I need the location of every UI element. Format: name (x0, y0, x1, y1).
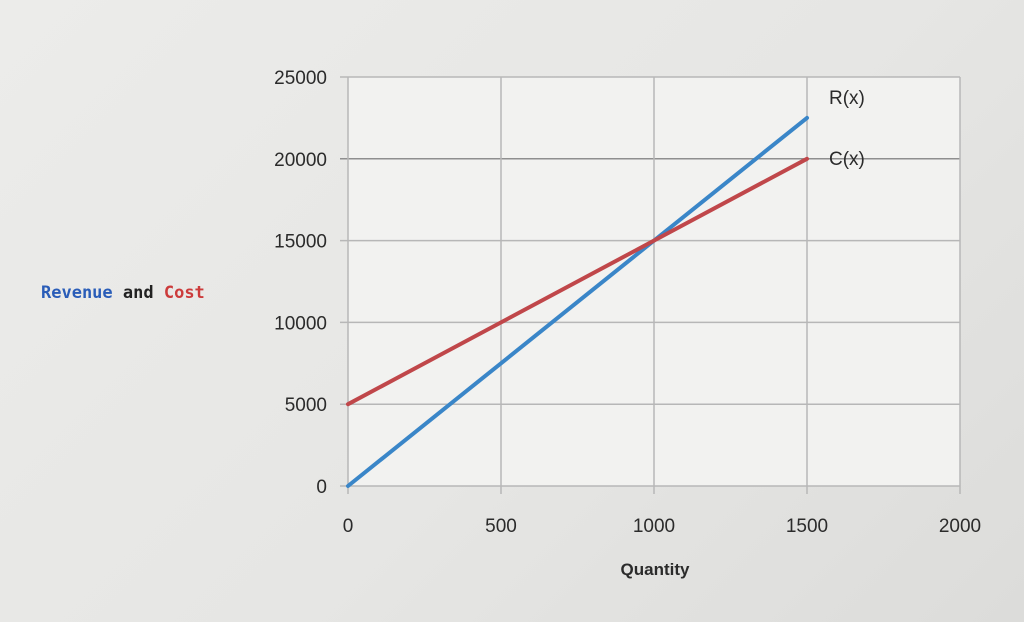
x-tick-label: 1500 (786, 516, 828, 537)
y-tick-label: 20000 (274, 150, 327, 171)
y-axis-label-revenue: Revenue (41, 283, 113, 303)
tick-layer: 0 5000 10000 15000 20000 25000 0 500 1000 1500 200… (274, 68, 981, 537)
series-layer: R(x) C(x) (346, 88, 865, 488)
x-tick-label: 0 (343, 516, 354, 537)
x-axis-title: Quantity (621, 560, 690, 579)
y-axis-label: Revenue and Cost (41, 283, 205, 303)
y-tick-label: 0 (316, 477, 327, 498)
x-tick-label: 2000 (939, 516, 981, 537)
y-tick-label: 5000 (285, 395, 327, 416)
y-tick-label: 25000 (274, 68, 327, 89)
y-tick-label: 10000 (274, 313, 327, 334)
y-axis-label-and: and (112, 283, 164, 303)
x-tick-label: 1000 (633, 516, 675, 537)
series-line-1 (346, 156, 809, 407)
y-tick-label: 15000 (274, 232, 327, 253)
x-tick-label: 500 (485, 516, 517, 537)
grid-layer (340, 76, 961, 494)
series-label-0: R(x) (829, 88, 865, 109)
y-axis-label-cost: Cost (163, 283, 205, 303)
series-line-0 (346, 115, 809, 488)
series-label-1: C(x) (829, 149, 865, 170)
